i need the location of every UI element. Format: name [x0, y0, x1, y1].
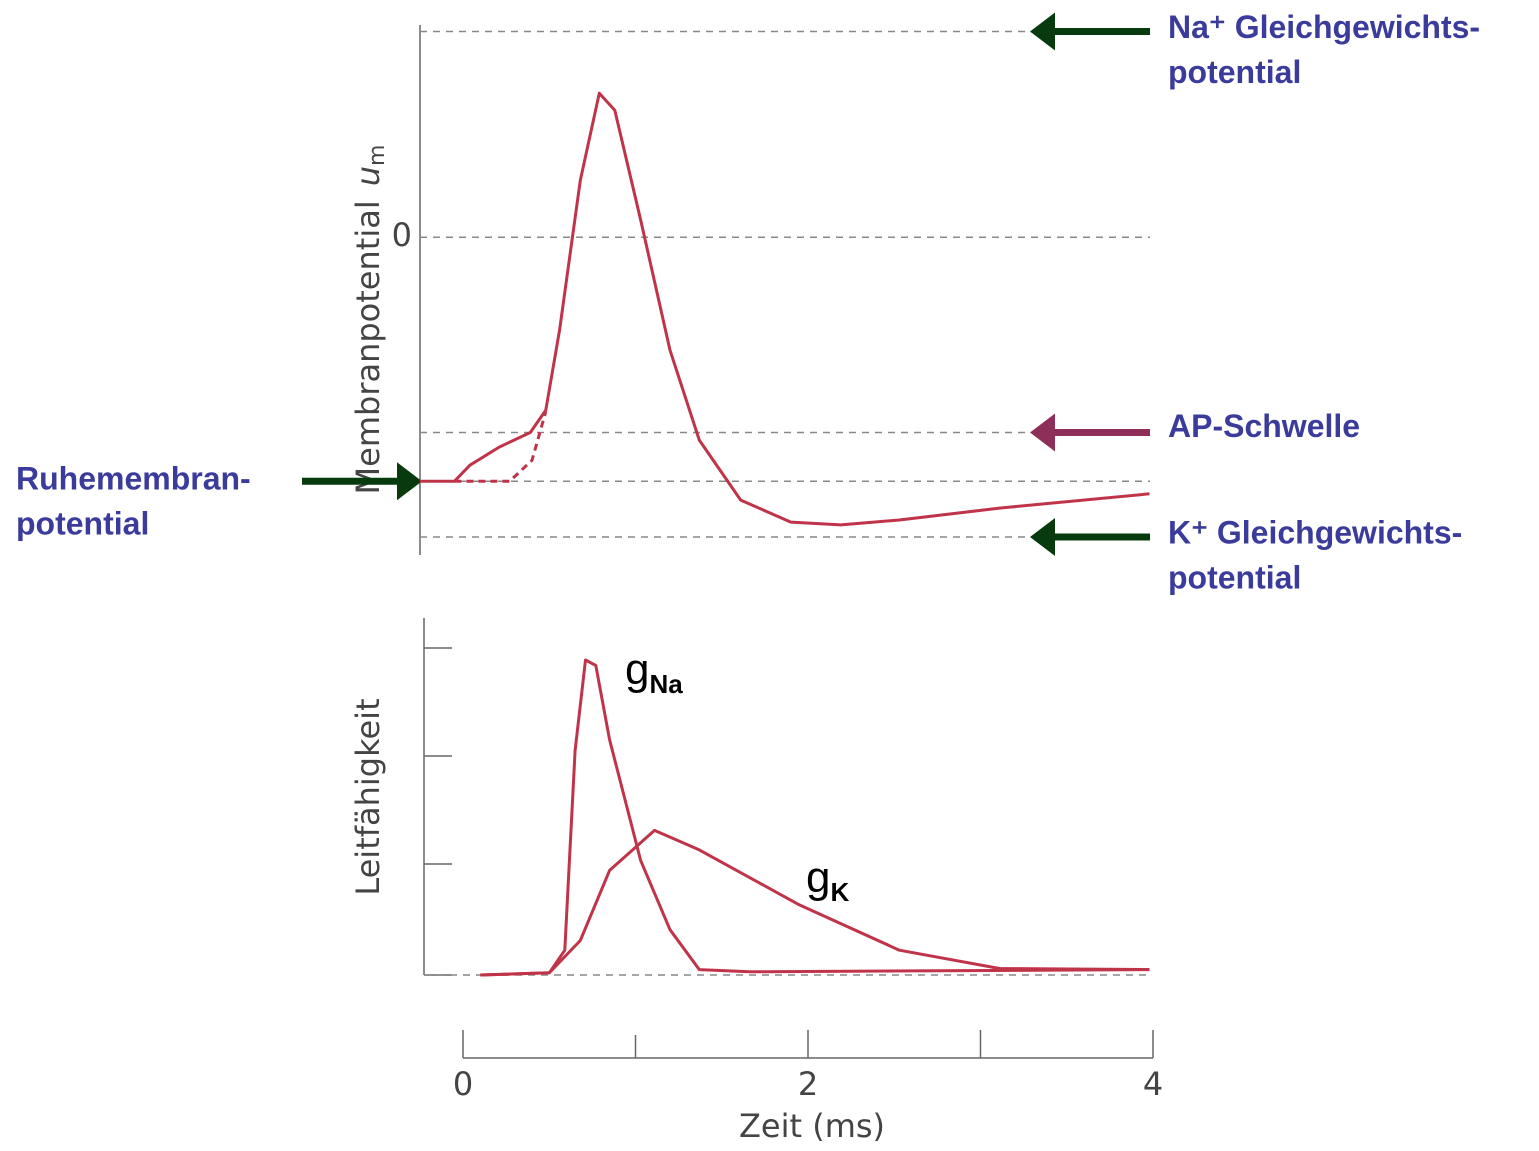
line	[480, 828, 1150, 977]
arrow-head	[1030, 12, 1055, 51]
arrow-head	[397, 462, 422, 501]
series-label-text: g	[806, 853, 830, 902]
annotation: Ruhemembran-potential	[16, 461, 422, 542]
annotation: Na⁺ Gleichgewichts-potential	[1030, 9, 1480, 90]
y-axis-label: Membranpotential um	[349, 145, 390, 495]
annotation-text: AP-Schwelle	[1168, 408, 1360, 444]
annotation-text: potential	[16, 506, 149, 542]
annotation-text: potential	[1168, 560, 1301, 596]
x-tick-label: 0	[453, 1065, 473, 1103]
y-axis-symbol: u	[349, 166, 387, 186]
x-axis-label: Zeit (ms)	[739, 1107, 885, 1145]
annotation-text: Na⁺ Gleichgewichts-	[1168, 9, 1480, 45]
y-axis-label-text: Membranpotential	[349, 200, 387, 494]
arrow-head	[1030, 413, 1055, 452]
series-label-sub: Na	[649, 669, 683, 699]
y-axis-symbol-sub: m	[365, 145, 390, 166]
line	[480, 658, 1150, 977]
series-label-sub: K	[830, 877, 849, 907]
line	[454, 411, 548, 483]
line	[419, 91, 1150, 527]
y-tick-label: 0	[392, 216, 412, 254]
arrow-head	[1030, 518, 1055, 557]
annotation-text: Ruhemembran-	[16, 461, 251, 497]
y-axis-label: Leitfähigkeit	[349, 698, 387, 895]
annotation-text: K⁺ Gleichgewichts-	[1168, 515, 1462, 551]
series-label-text: g	[625, 645, 649, 694]
annotation-text: potential	[1168, 54, 1301, 90]
annotation: AP-Schwelle	[1030, 408, 1360, 452]
y-tick-marks	[424, 647, 452, 976]
annotation: K⁺ Gleichgewichts-potential	[1030, 515, 1462, 596]
x-tick-label: 2	[798, 1065, 818, 1103]
x-tick-label: 4	[1143, 1065, 1163, 1103]
series-label: gNa	[625, 645, 683, 699]
y-axis-label-text: Leitfähigkeit	[349, 698, 387, 895]
series-label: gK	[806, 853, 849, 907]
